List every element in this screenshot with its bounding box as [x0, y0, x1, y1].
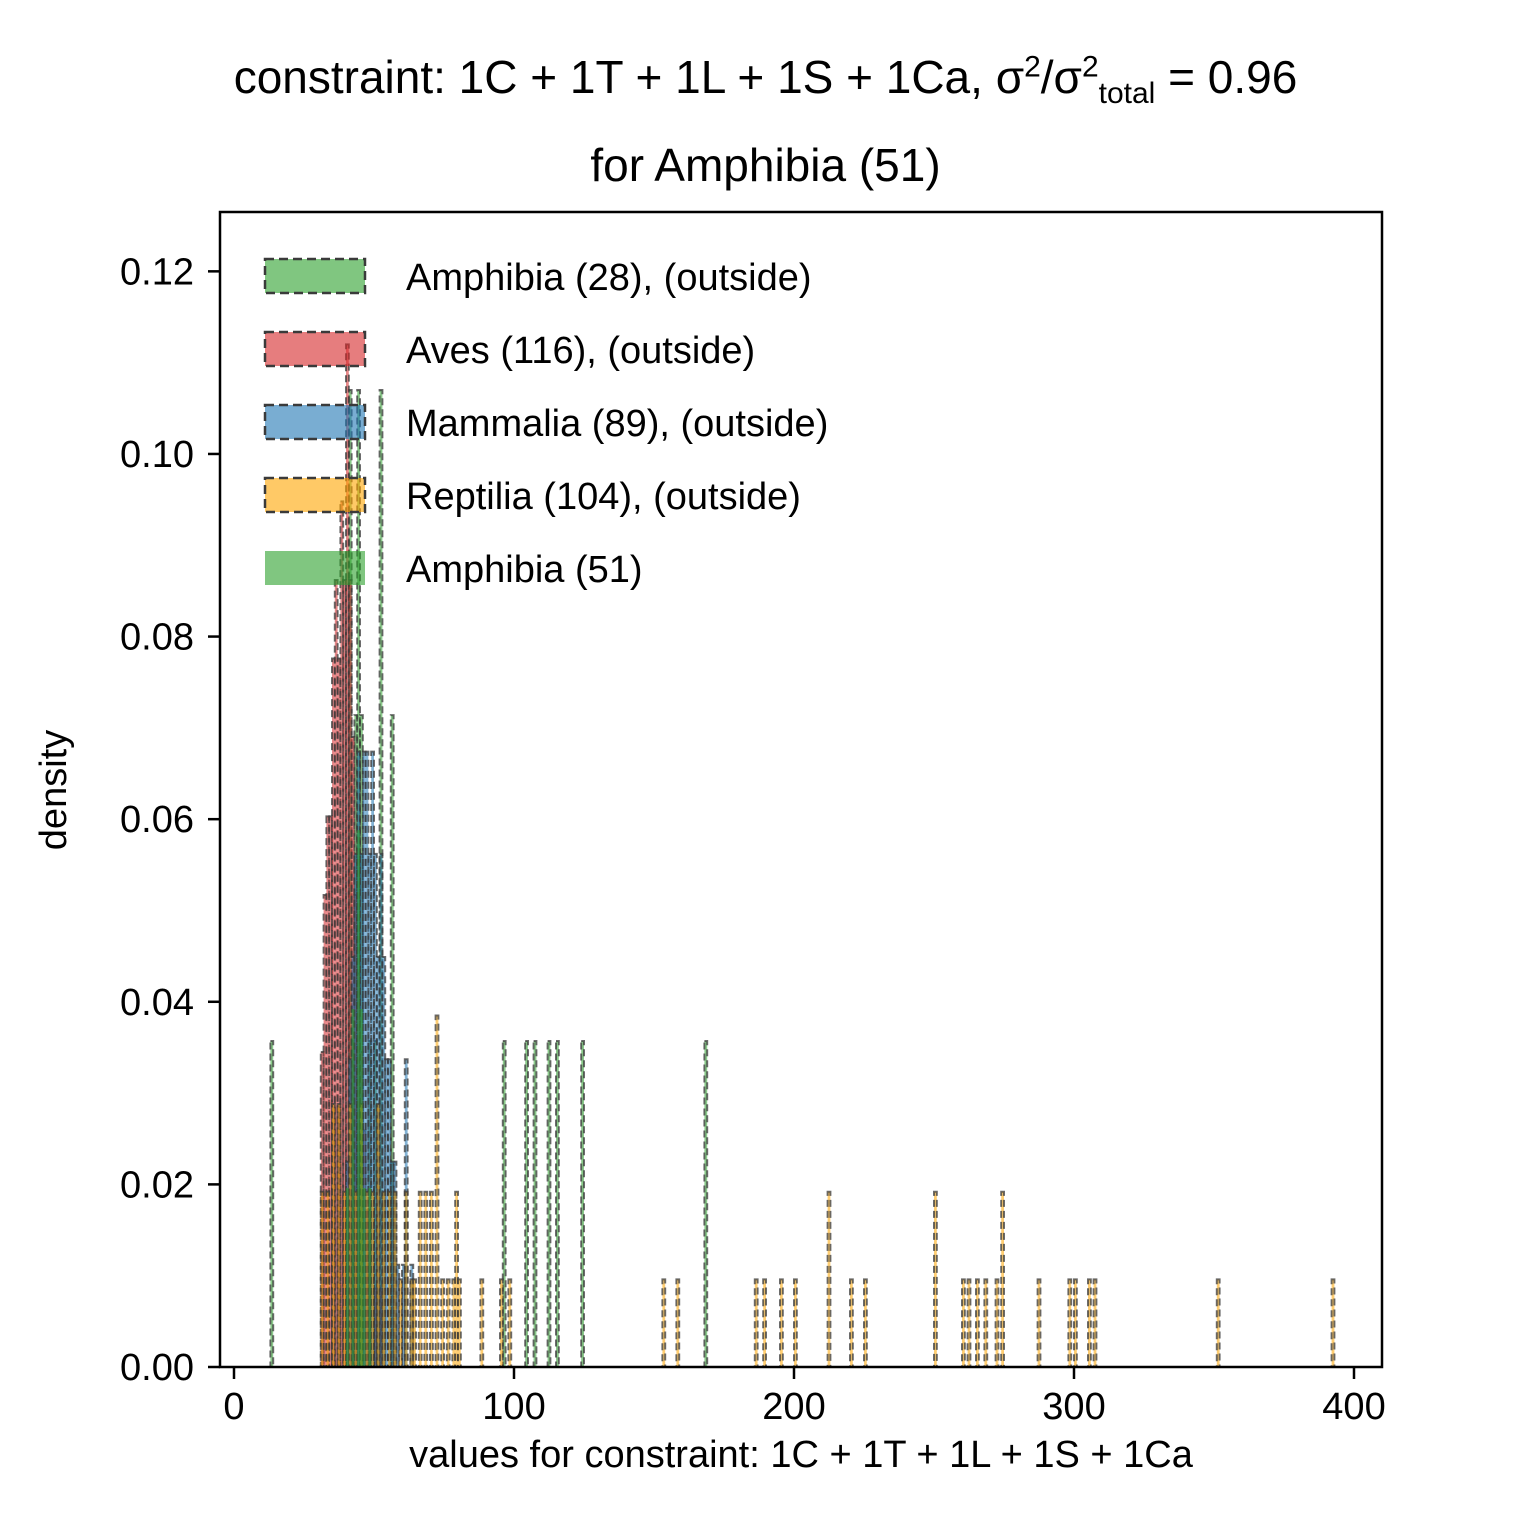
plot-frame — [218, 210, 1384, 1369]
x-axis-label: values for constraint: 1C + 1T + 1L + 1S… — [409, 1434, 1194, 1476]
histogram-bar — [703, 1040, 709, 1368]
y-tick-label: 0.04 — [120, 982, 194, 1024]
histogram-bar — [933, 1190, 938, 1369]
histogram-bar — [1087, 1278, 1092, 1368]
histogram-bar — [479, 1278, 485, 1368]
histogram-bar — [1073, 1278, 1078, 1368]
histogram-bar — [762, 1278, 768, 1368]
x-tick-label: 300 — [1042, 1386, 1105, 1428]
series-3 — [319, 1014, 1336, 1369]
y-tick-label: 0.06 — [120, 799, 194, 841]
histogram-bar — [966, 1278, 972, 1368]
chart-subtitle: for Amphibia (51) — [590, 139, 941, 191]
histogram-bar — [387, 1190, 392, 1369]
histogram-bar — [347, 1103, 353, 1368]
x-tick-label: 100 — [482, 1386, 545, 1428]
y-tick-label: 0.00 — [120, 1347, 194, 1389]
legend-label: Reptilia (104), (outside) — [406, 476, 801, 518]
chart-title: constraint: 1C + 1T + 1L + 1S + 1Ca, σ2/… — [233, 50, 1298, 111]
histogram-bar — [353, 1190, 359, 1369]
histogram-bar — [381, 956, 387, 1368]
histogram-bar — [793, 1278, 798, 1368]
histogram-bar — [362, 1188, 366, 1367]
legend-swatch — [263, 330, 367, 368]
histogram-bar — [1330, 1278, 1336, 1368]
histogram-bar — [381, 1190, 387, 1369]
histogram-bar — [325, 1190, 331, 1369]
y-tick-label: 0.10 — [120, 434, 194, 476]
histogram-bar — [1067, 1278, 1073, 1368]
y-tick-label: 0.02 — [120, 1164, 194, 1206]
histogram-bar — [532, 1040, 538, 1368]
histogram-bar — [501, 1040, 507, 1368]
histogram-bar — [994, 1278, 1000, 1368]
histogram-bar — [440, 1278, 446, 1368]
histogram-bar — [1036, 1278, 1042, 1368]
histogram-bar — [507, 1278, 513, 1368]
histogram-bar — [336, 1103, 342, 1368]
histogram-bar — [1215, 1278, 1221, 1368]
histogram-bar — [826, 1190, 832, 1369]
histogram-bar — [983, 1278, 989, 1368]
histogram-bar — [364, 1190, 370, 1369]
x-tick-label: 400 — [1322, 1386, 1385, 1428]
histogram-bar — [1000, 1190, 1006, 1369]
histogram-bar — [423, 1190, 429, 1369]
histogram-bar — [753, 1278, 759, 1368]
histogram-bar — [392, 1190, 398, 1369]
histogram-bar — [360, 1009, 363, 1367]
legend-label: Mammalia (89), (outside) — [406, 403, 828, 445]
histogram-bar — [661, 1278, 667, 1368]
histogram-bar — [445, 1278, 451, 1368]
histogram-bar — [319, 1190, 325, 1369]
histogram-bar — [403, 1190, 409, 1369]
histogram-bar — [375, 1103, 381, 1368]
histogram-bar — [499, 1278, 504, 1368]
histogram-bar — [389, 714, 395, 1368]
histogram-bar — [368, 1188, 372, 1367]
y-axis: 0.00 0.02 0.04 0.06 0.08 0.10 0.12 — [120, 251, 220, 1389]
histogram-bar — [346, 1188, 349, 1367]
histogram-bar — [351, 1009, 355, 1367]
series-4 — [346, 830, 372, 1367]
x-tick-label: 0 — [223, 1386, 244, 1428]
histogram-bar — [417, 1190, 423, 1369]
legend-swatch — [263, 257, 367, 295]
histogram-bar — [863, 1278, 868, 1368]
histogram-bar — [331, 1103, 336, 1368]
histogram-bar — [357, 830, 360, 1367]
x-tick-label: 200 — [762, 1386, 825, 1428]
histogram-bar — [779, 1278, 784, 1368]
legend-label: Amphibia (28), (outside) — [406, 257, 812, 299]
histogram-bar — [457, 1278, 462, 1368]
legend-label: Amphibia (51) — [406, 549, 643, 591]
legend-swatch — [263, 403, 367, 441]
histogram-bar — [675, 1278, 681, 1368]
histogram-bar — [849, 1278, 854, 1368]
histogram-bar — [555, 1040, 560, 1368]
legend: Amphibia (28), (outside) Aves (116), (out… — [263, 257, 828, 591]
legend-label: Aves (116), (outside) — [406, 330, 755, 372]
histogram-bar — [342, 1190, 348, 1369]
histogram-bar — [524, 1040, 530, 1368]
histogram-bar — [429, 1190, 434, 1369]
x-axis: 0 100 200 300 400 — [223, 1367, 1386, 1428]
legend-swatch — [265, 551, 365, 585]
y-tick-label: 0.12 — [120, 251, 194, 293]
legend-swatch — [263, 476, 367, 514]
histogram-bar — [269, 1040, 275, 1368]
histogram-bar — [1092, 1278, 1098, 1368]
histogram-bar — [370, 1190, 376, 1369]
histogram-bar — [580, 1040, 586, 1368]
bars-layer — [269, 343, 1336, 1369]
y-axis-label: density — [33, 730, 75, 850]
histogram-bar — [975, 1278, 980, 1368]
histogram-bar — [412, 1278, 418, 1368]
histogram-bar — [434, 1014, 440, 1368]
histogram-bar — [961, 1278, 966, 1368]
histogram-bar — [546, 1040, 552, 1368]
histogram-bar — [398, 1278, 404, 1368]
y-tick-label: 0.08 — [120, 617, 194, 659]
